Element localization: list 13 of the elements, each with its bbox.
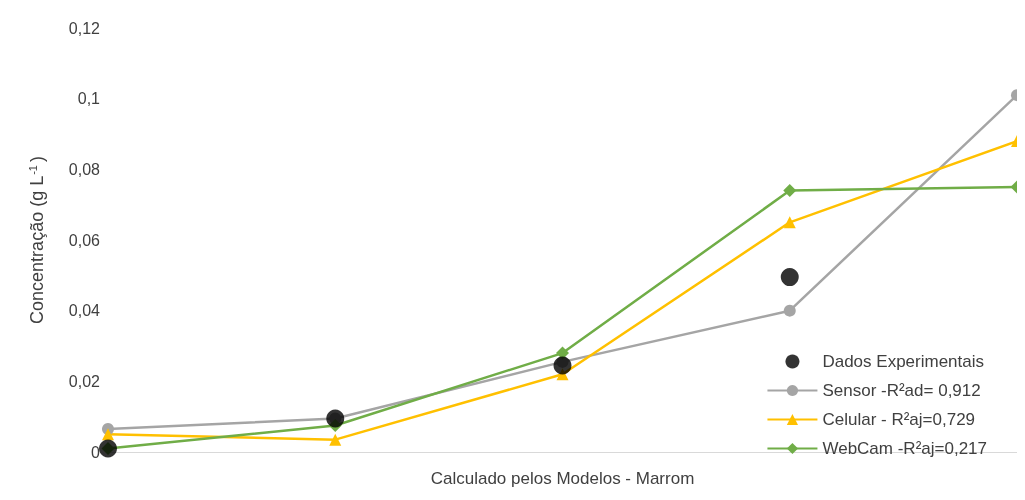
legend-label: Dados Experimentais — [822, 352, 985, 371]
y-tick-label: 0,12 — [68, 19, 101, 37]
y-tick-label: 0,08 — [68, 160, 101, 178]
y-tick-label: 0,1 — [77, 90, 101, 108]
legend-label: WebCam -R²aj=0,217 — [822, 439, 988, 458]
y-axis-title: Concentração (g L-1) — [26, 156, 47, 324]
legend-label: Sensor -R²ad= 0,912 — [822, 381, 981, 400]
y-tick-label: 0,06 — [68, 231, 101, 249]
x-axis-title: Calculado pelos Modelos - Marrom — [430, 469, 695, 488]
y-tick-label: 0 — [91, 443, 101, 461]
y-tick-label: 0,04 — [68, 302, 101, 320]
legend-label: Celular - R²aj=0,729 — [822, 410, 976, 429]
y-tick-label: 0,02 — [68, 372, 101, 390]
